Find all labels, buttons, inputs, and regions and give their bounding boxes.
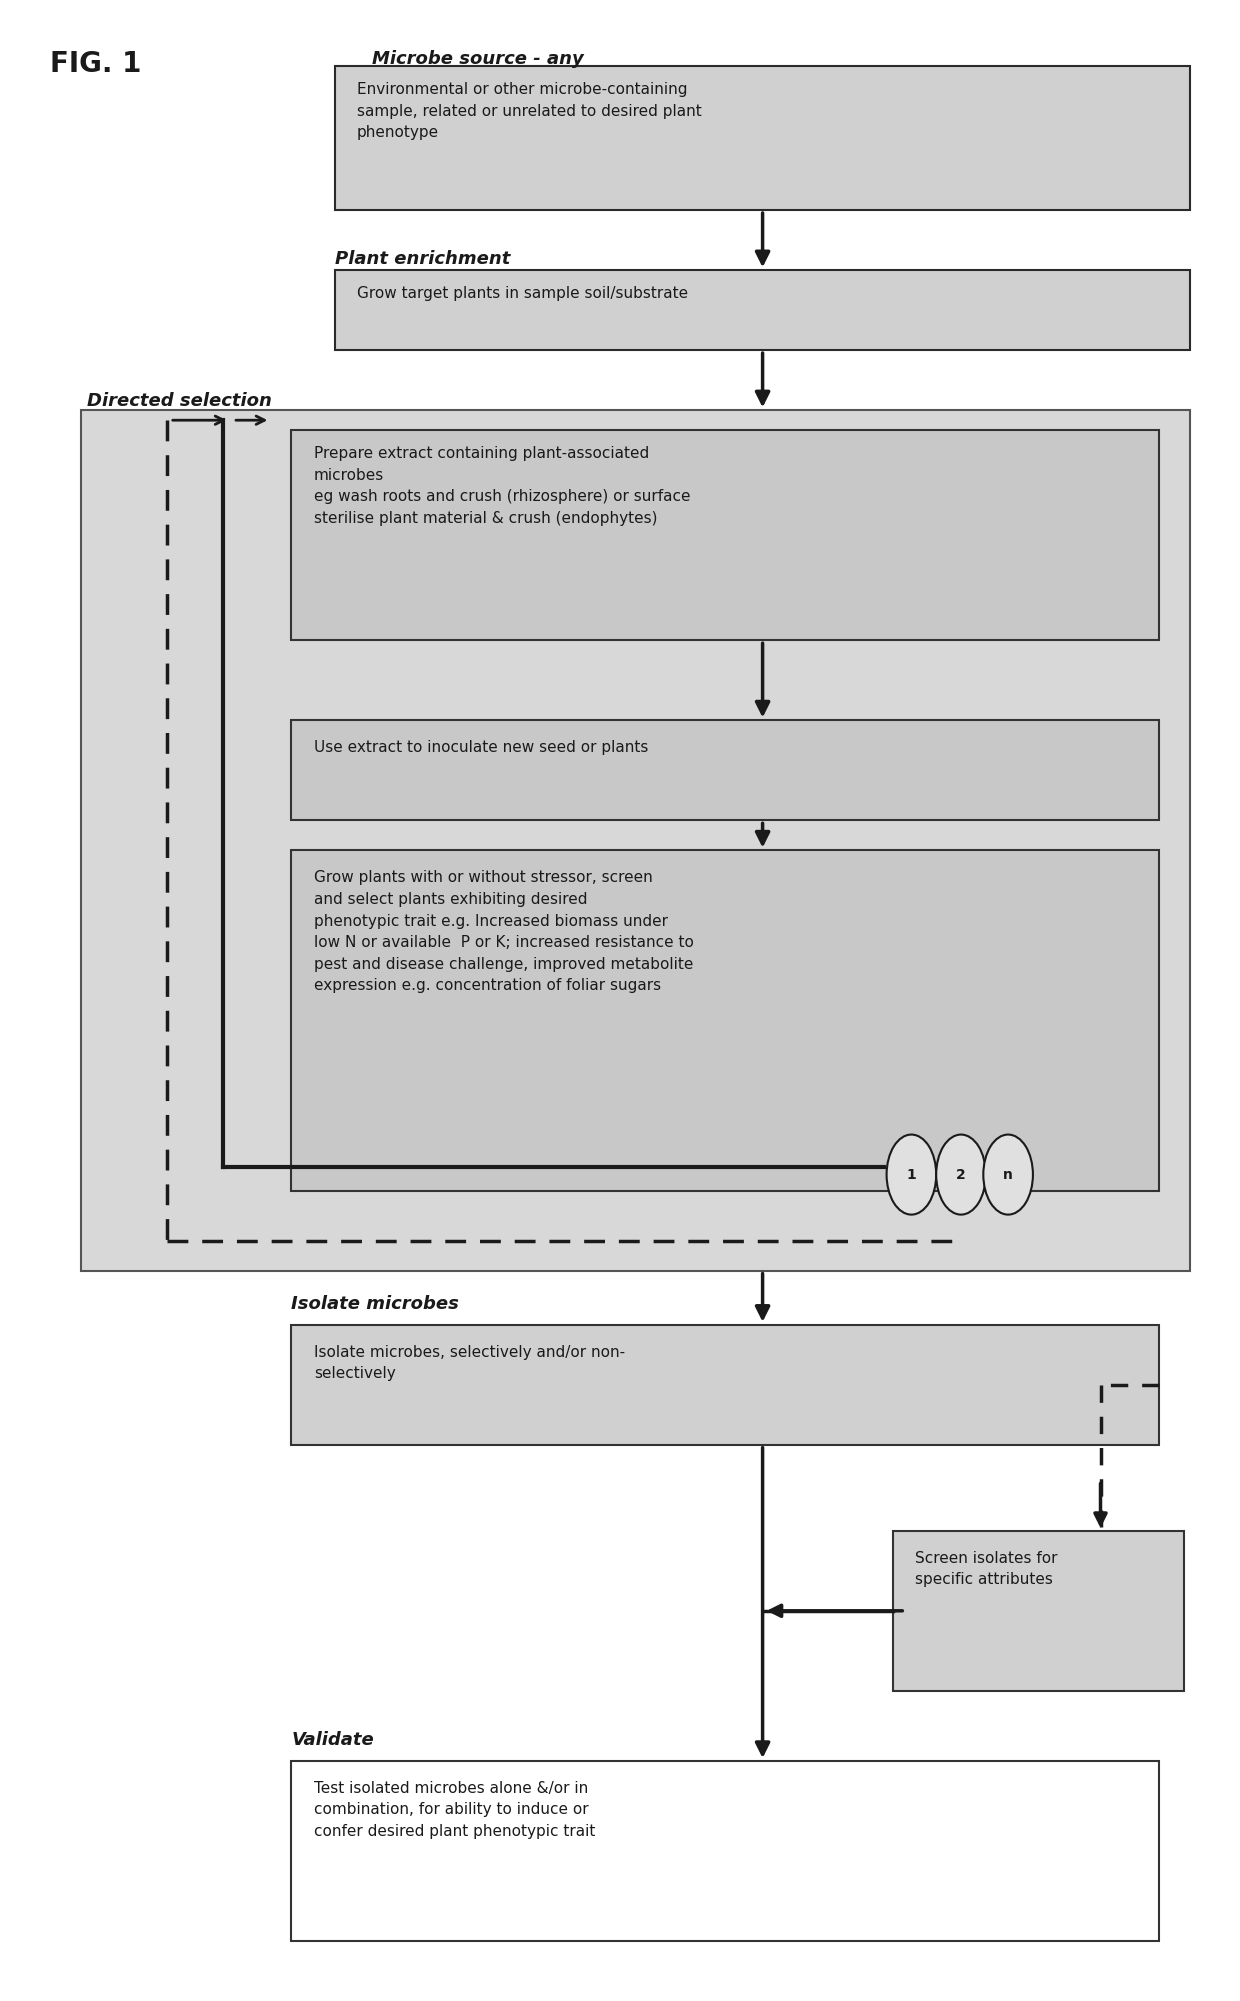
Text: Screen isolates for
specific attributes: Screen isolates for specific attributes: [915, 1551, 1058, 1587]
Text: Isolate microbes, selectively and/or non-
selectively: Isolate microbes, selectively and/or non…: [314, 1345, 625, 1381]
Text: Grow plants with or without stressor, screen
and select plants exhibiting desire: Grow plants with or without stressor, sc…: [314, 870, 693, 992]
Text: 1: 1: [906, 1169, 916, 1181]
Text: n: n: [1003, 1169, 1013, 1181]
Text: Grow target plants in sample soil/substrate: Grow target plants in sample soil/substr…: [357, 286, 688, 300]
Text: FIG. 1: FIG. 1: [50, 50, 141, 78]
Text: Prepare extract containing plant-associated
microbes
eg wash roots and crush (rh: Prepare extract containing plant-associa…: [314, 446, 691, 526]
Text: Environmental or other microbe-containing
sample, related or unrelated to desire: Environmental or other microbe-containin…: [357, 82, 702, 140]
Text: Directed selection: Directed selection: [87, 392, 272, 410]
Text: Use extract to inoculate new seed or plants: Use extract to inoculate new seed or pla…: [314, 740, 649, 754]
Bar: [81, 410, 1190, 1271]
Circle shape: [983, 1135, 1033, 1215]
Text: Microbe source - any: Microbe source - any: [372, 50, 584, 68]
Bar: [291, 1325, 1159, 1445]
Bar: [291, 1761, 1159, 1941]
Text: 2: 2: [956, 1169, 966, 1181]
Bar: [291, 720, 1159, 820]
Bar: [335, 66, 1190, 210]
Bar: [893, 1531, 1184, 1691]
Bar: [291, 430, 1159, 640]
Bar: [291, 850, 1159, 1191]
Circle shape: [936, 1135, 986, 1215]
Text: Plant enrichment: Plant enrichment: [335, 250, 510, 268]
Text: Isolate microbes: Isolate microbes: [291, 1295, 459, 1313]
Text: Test isolated microbes alone &/or in
combination, for ability to induce or
confe: Test isolated microbes alone &/or in com…: [314, 1781, 595, 1839]
Bar: [335, 270, 1190, 350]
Circle shape: [887, 1135, 936, 1215]
Text: Validate: Validate: [291, 1731, 374, 1749]
